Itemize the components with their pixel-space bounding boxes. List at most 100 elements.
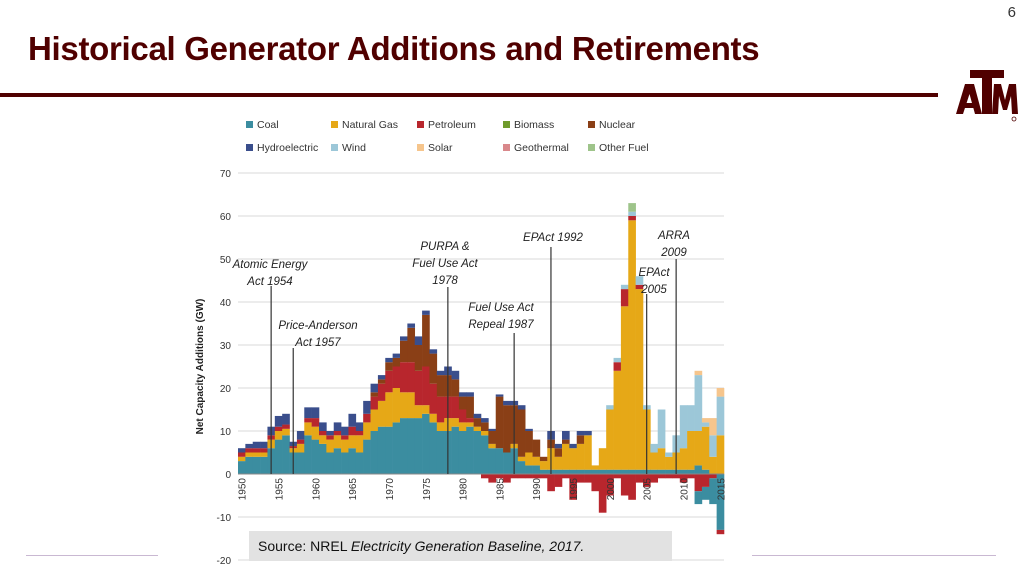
bar-1967-petroleum (363, 413, 371, 423)
bar-1995-natural-gas (569, 448, 578, 470)
bar-1960-hydroelectric (311, 407, 320, 419)
bar-2002-natural-gas (620, 306, 629, 470)
bar-1984-coal (488, 448, 497, 474)
bar-1958-coal (296, 452, 305, 474)
atm-logo (956, 70, 1018, 122)
bar-1980-petroleum (458, 409, 467, 423)
annotation-2005: EPAct 2005 (638, 267, 670, 296)
bar-1988-petroleum-retire (517, 474, 526, 479)
bar-1970-natural-gas (385, 392, 393, 427)
bar-1971-nuclear (392, 357, 401, 367)
bar-1962-coal (326, 452, 335, 474)
bar-2015-coal-retire (716, 474, 725, 530)
bar-1974-nuclear (414, 345, 423, 371)
bar-2001-wind (613, 357, 622, 363)
legend-label-natural-gas: Natural Gas (342, 119, 398, 131)
bar-1968-petroleum (370, 396, 379, 410)
bar-1973-hydroelectric (407, 323, 416, 328)
bar-1987-petroleum-retire (510, 474, 519, 479)
bar-1992-petroleum-retire (547, 474, 555, 492)
bar-2013-petroleum-retire (701, 474, 710, 487)
bar-1980-nuclear (458, 396, 467, 410)
y-tick-label: -20 (217, 556, 232, 567)
bar-1968-coal (370, 431, 379, 474)
bar-1990-petroleum-retire (532, 474, 541, 479)
source-title: Electricity Generation Baseline, 2017. (350, 538, 585, 554)
bar-1972-hydroelectric (400, 336, 408, 341)
bar-1963-coal (333, 448, 342, 474)
bar-2010-petroleum-retire (679, 474, 688, 483)
legend-swatch-solar (417, 144, 424, 151)
legend-swatch-hydroelectric (246, 144, 253, 151)
bar-1962-petroleum (326, 435, 335, 440)
legend-label-geothermal: Geothermal (514, 142, 569, 154)
x-tick-label: 2015 (716, 478, 727, 501)
bar-1977-natural-gas (436, 422, 445, 431)
y-tick-label: 0 (225, 470, 231, 481)
bar-2004-natural-gas (635, 289, 644, 470)
bar-1985-petroleum-retire (495, 474, 504, 479)
bar-1994-coal (562, 469, 570, 474)
bar-1961-petroleum (319, 431, 327, 436)
bar-1990-natural-gas (532, 456, 541, 466)
bar-1996-nuclear (576, 435, 585, 444)
bar-1990-nuclear (532, 439, 541, 457)
bar-1969-natural-gas (377, 400, 386, 427)
bar-1971-hydroelectric (392, 353, 401, 358)
bar-2000-natural-gas (606, 409, 614, 470)
bar-1969-petroleum (377, 383, 386, 401)
bar-2002-wind (620, 284, 629, 290)
annotation-1957: Price-Anderson Act 1957 (278, 320, 357, 349)
bar-1951-hydroelectric (245, 443, 254, 449)
bar-2007-petroleum-retire (657, 474, 666, 479)
bar-1995-coal (569, 469, 578, 474)
bar-1952-petroleum (252, 448, 261, 453)
bar-2003-coal (628, 469, 636, 474)
bar-1951-coal (245, 456, 254, 474)
bar-1979-coal (451, 426, 460, 474)
slide-title: Historical Generator Additions and Retir… (28, 30, 760, 67)
bar-1977-petroleum (436, 396, 445, 423)
bar-1984-hydroelectric (488, 428, 497, 431)
bar-1966-petroleum (355, 431, 364, 436)
bar-1977-coal (436, 431, 445, 474)
bar-2007-coal (657, 469, 666, 474)
bar-1950-coal (238, 461, 246, 474)
bar-1969-coal (377, 426, 386, 474)
bar-1964-hydroelectric (341, 426, 349, 436)
bar-1952-hydroelectric (252, 441, 261, 449)
annotation-1992: EPAct 1992 (523, 232, 583, 244)
bar-1969-hydroelectric (377, 375, 386, 380)
bar-1973-nuclear (407, 327, 416, 363)
bar-1966-coal (355, 452, 364, 474)
bar-1985-nuclear (495, 396, 504, 449)
bar-2003-natural-gas (628, 220, 636, 470)
bar-1955-petroleum (274, 426, 283, 431)
bar-1958-hydroelectric (296, 431, 305, 440)
bar-1967-hydroelectric (363, 400, 371, 414)
legend-label-petroleum: Petroleum (428, 119, 476, 131)
bar-1953-coal (260, 456, 268, 474)
x-tick-label: 1960 (311, 478, 322, 501)
bar-1997-hydroelectric (584, 431, 592, 436)
bar-1981-petroleum (466, 418, 474, 423)
bar-1989-petroleum-retire (525, 474, 533, 479)
bar-1950-hydroelectric (238, 448, 246, 453)
bar-2007-natural-gas (657, 448, 666, 470)
bar-1965-natural-gas (348, 435, 357, 449)
bar-1989-nuclear (525, 431, 533, 453)
bar-2004-petroleum (635, 284, 644, 290)
bar-1981-coal (466, 426, 474, 474)
x-tick-label: 1985 (495, 478, 506, 501)
bar-2001-petroleum (613, 362, 622, 371)
bar-1974-petroleum (414, 370, 423, 406)
bar-1986-nuclear (503, 405, 511, 453)
bar-1998-petroleum-retire (591, 474, 600, 492)
y-tick-label: 60 (220, 212, 232, 223)
x-tick-label: 1970 (385, 478, 396, 501)
y-tick-label: 20 (220, 384, 232, 395)
bar-2012-solar (694, 370, 703, 376)
bar-1999-petroleum-retire (598, 474, 607, 513)
bar-1956-natural-gas (282, 428, 290, 436)
bar-1953-natural-gas (260, 452, 268, 457)
